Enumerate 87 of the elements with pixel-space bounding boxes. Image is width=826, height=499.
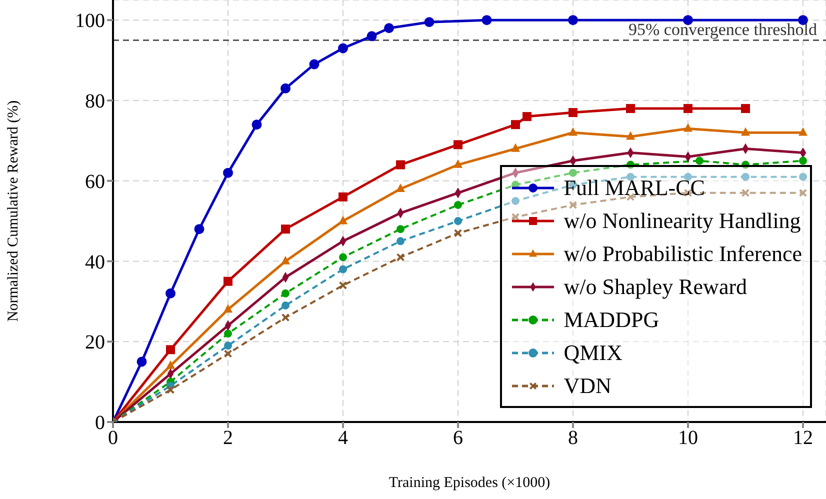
point [252,120,262,130]
x-tick-label: 2 [223,427,233,450]
point [223,168,233,178]
point [309,59,320,70]
point [798,127,808,136]
point [741,188,750,198]
legend-label: MADDPG [564,306,660,334]
point [396,225,404,234]
y-tick-label: 20 [85,332,105,354]
point [384,23,394,34]
point [194,224,204,234]
point [424,17,434,28]
point [338,43,348,54]
y-tick-label: 0 [95,412,105,434]
point [396,237,404,246]
x-tick-label: 8 [568,427,578,450]
y-tick-label: 80 [85,90,105,113]
point [166,386,175,394]
point [136,356,147,367]
legend-label: VDN [564,372,612,400]
x-tick-label: 10 [678,427,698,450]
point [511,143,520,152]
x-axis-title: Training Episodes (×1000) [388,475,550,491]
point [338,192,348,202]
point [684,123,692,132]
point [683,15,693,26]
point [166,360,175,369]
point [626,160,634,169]
point [741,127,750,136]
point [339,253,347,262]
legend-label: w/o Probabilistic Inference [564,240,802,268]
ref-line-label: 95% convergence threshold [628,20,818,40]
point [454,228,462,238]
point [569,168,577,177]
point [366,31,377,42]
point [224,342,232,350]
point [568,15,578,26]
point [282,289,290,298]
point [742,172,750,181]
point [799,172,807,181]
point [568,127,578,136]
point [568,108,578,118]
point [224,276,232,286]
point [684,104,692,114]
point [281,313,290,322]
point [454,200,462,209]
point [568,200,578,210]
point [281,256,290,264]
point [338,281,348,290]
y-tick-label: 100 [75,10,105,32]
point [396,160,405,170]
point [741,104,750,114]
x-tick-label: 12 [793,427,813,450]
y-tick-label: 60 [85,170,105,193]
point [626,131,635,140]
point [224,330,232,338]
y-axis-title: Normalized Cumulative Reward (%) [5,100,22,322]
point [799,156,807,165]
point [166,345,175,354]
point [396,183,405,192]
point [742,160,750,169]
x-tick-label: 4 [338,427,348,450]
point [511,120,520,130]
point [280,83,290,94]
legend-label: Full MARL-CC [564,174,705,202]
legend-label: QMIX [564,339,622,367]
point [512,196,520,205]
point [454,140,462,150]
point [482,15,492,26]
y-tick-label: 40 [85,251,105,274]
point [224,304,232,313]
point [224,350,232,358]
x-tick-label: 6 [453,427,463,450]
point [454,159,462,168]
point [282,301,290,310]
legend-label: w/o Nonlinearity Handling [564,207,801,235]
point [166,288,176,298]
point [396,253,405,262]
point [281,224,290,234]
point [522,112,532,122]
point [798,188,808,198]
point [339,265,347,274]
point [454,217,462,226]
point [338,216,348,224]
point [696,156,704,165]
legend-label: w/o Shapley Reward [564,273,748,301]
point [626,104,635,114]
